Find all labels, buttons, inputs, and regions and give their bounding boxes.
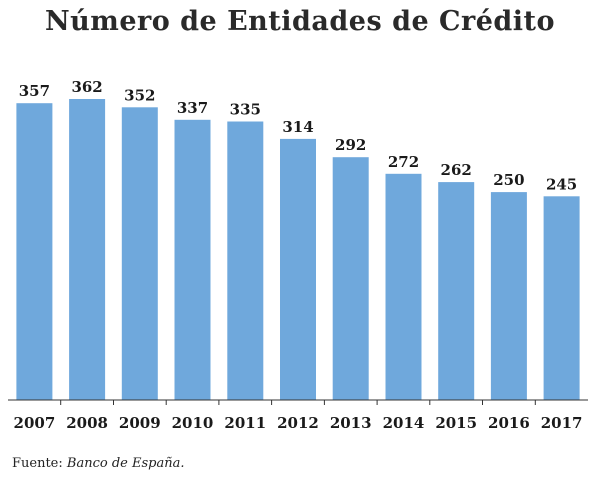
x-tick-label-2014: 2014 <box>383 414 425 432</box>
x-axis-ticks-group: 2007 2008 2009 2010 2011 2012 2013 2014 2015 2016… <box>14 400 583 432</box>
chart-title: Número de Entidades de Crédito <box>44 6 556 37</box>
x-tick-label-2010: 2010 <box>172 414 214 432</box>
x-tick-label-2007: 2007 <box>14 414 56 432</box>
x-tick-label-2016: 2016 <box>488 414 530 432</box>
bar-2008 <box>69 99 106 400</box>
value-label-2011: 335 <box>230 101 261 119</box>
value-label-2008: 362 <box>71 78 102 96</box>
value-label-2012: 314 <box>282 118 313 136</box>
bar-2011 <box>227 121 264 400</box>
bar-2010 <box>174 119 211 401</box>
value-label-2013: 292 <box>335 136 366 154</box>
value-label-2016: 250 <box>493 171 524 189</box>
bar-2012 <box>280 138 316 400</box>
source-label: Fuente: <box>12 456 63 471</box>
x-tick-label-2008: 2008 <box>66 414 108 432</box>
value-label-2015: 262 <box>441 161 472 179</box>
source-text: Banco de España. <box>66 456 185 471</box>
bars-group <box>16 99 580 401</box>
value-label-2009: 352 <box>124 86 155 104</box>
bar-2015 <box>438 182 475 400</box>
bar-2009 <box>121 107 158 401</box>
bar-2016 <box>490 192 527 400</box>
value-label-2017: 245 <box>546 175 577 193</box>
value-label-2007: 357 <box>19 82 50 100</box>
x-tick-label-2009: 2009 <box>119 414 161 432</box>
value-label-2014: 272 <box>388 153 419 171</box>
value-label-2010: 337 <box>177 99 208 117</box>
bar-2017 <box>543 196 580 400</box>
bar-2007 <box>16 103 53 400</box>
source-note: Fuente: Banco de España. <box>12 456 184 471</box>
x-tick-label-2011: 2011 <box>224 414 266 432</box>
value-labels-group: 357 362 352 337 335 314 292 272 262 250 245 <box>19 78 578 193</box>
x-tick-label-2013: 2013 <box>330 414 372 432</box>
x-tick-label-2012: 2012 <box>277 414 319 432</box>
bar-2013 <box>332 157 369 400</box>
x-tick-label-2017: 2017 <box>541 414 583 432</box>
bar-2014 <box>385 173 422 400</box>
x-tick-label-2015: 2015 <box>435 414 477 432</box>
